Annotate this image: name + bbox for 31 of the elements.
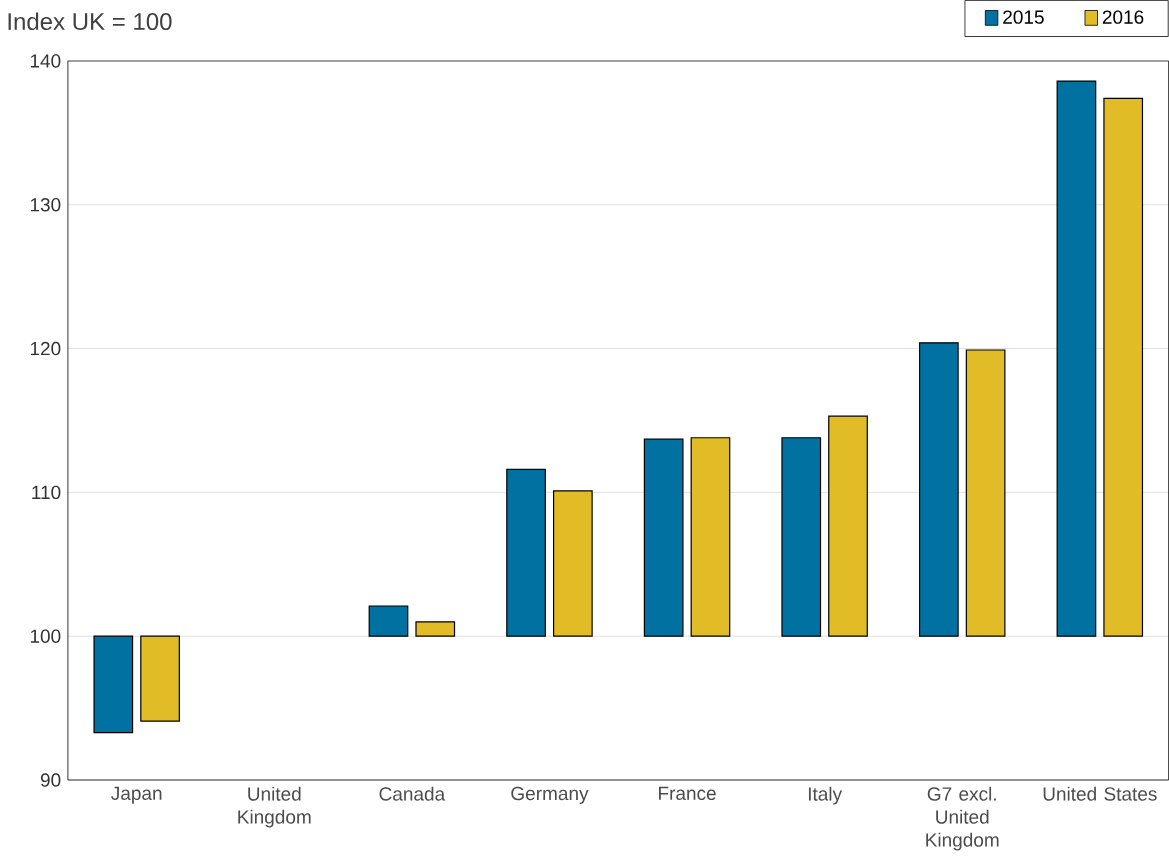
bar — [552, 490, 593, 637]
x-tick-label: Canada — [379, 786, 446, 801]
y-axis-title: Index UK = 100 — [8, 12, 172, 31]
y-tick-label: 140 — [30, 54, 61, 68]
x-tick-label: United Kingdom — [238, 786, 311, 828]
bar — [140, 635, 180, 722]
bar — [1056, 80, 1097, 637]
bar — [643, 438, 684, 637]
bar — [368, 605, 409, 637]
x-tick-label: Germany — [511, 786, 589, 805]
x-tick-label: France — [659, 786, 716, 801]
x-tick-label: Japan — [111, 786, 162, 804]
bar — [1103, 97, 1144, 637]
x-tick-label: Italy — [808, 786, 843, 805]
bar — [415, 621, 456, 637]
legend-label: 2015 — [1003, 10, 1044, 24]
y-tick-label: 130 — [30, 198, 61, 212]
bar — [690, 437, 731, 637]
bar — [918, 342, 959, 637]
x-tick-label: United States — [1043, 786, 1157, 801]
y-tick-label: 110 — [32, 485, 61, 500]
y-tick-label: 90 — [40, 773, 61, 787]
bar — [93, 635, 134, 734]
bar — [828, 415, 868, 637]
y-tick-label: 100 — [30, 629, 61, 644]
bar — [506, 468, 546, 637]
x-tick-label: G7 excl. United Kingdom — [926, 786, 999, 851]
bar — [781, 437, 822, 637]
bar — [965, 349, 1006, 637]
y-tick-label: 120 — [30, 341, 61, 356]
legend-label: 2016 — [1102, 10, 1144, 24]
